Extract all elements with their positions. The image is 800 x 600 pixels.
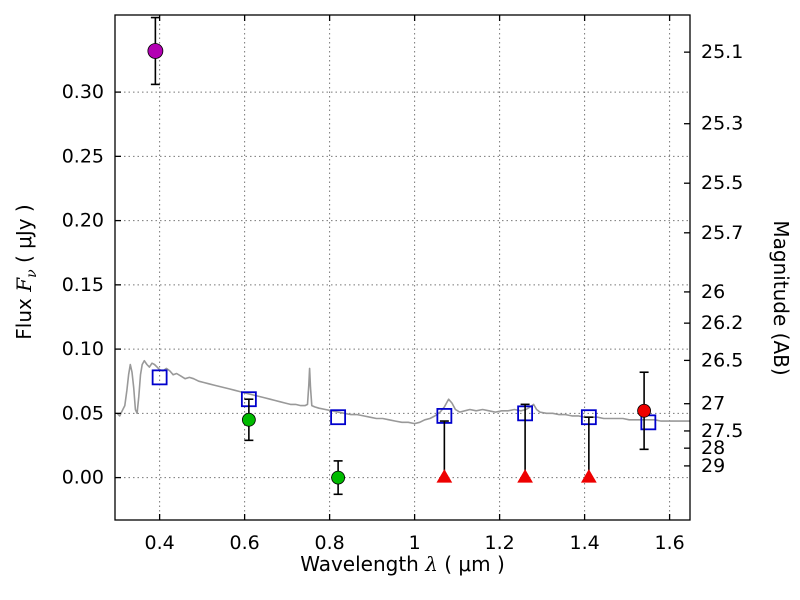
y-right-tick-label: 25.7 [701, 222, 743, 244]
y-left-tick-label: 0.30 [62, 81, 104, 103]
y-axis-label-right: Magnitude (AB) [769, 220, 793, 376]
y-left-tick-label: 0.05 [62, 402, 104, 424]
x-axis-label: Wavelength λ ( μm ) [115, 552, 690, 576]
y-axis-label-unit: ( μJy ) [12, 204, 37, 270]
y-left-tick-label: 0.10 [62, 338, 104, 360]
grid [115, 15, 690, 520]
x-tick-label: 1.2 [484, 532, 514, 554]
y-right-tick-label: 26.5 [701, 349, 743, 371]
x-tick-label: 0.8 [315, 532, 345, 554]
y-left-tick-label: 0.25 [62, 145, 104, 167]
lambda-symbol: λ [425, 552, 438, 576]
y-right-tick-label: 25.5 [701, 172, 743, 194]
y-axis-label-text: Flux [12, 291, 37, 340]
model-photometry-squares [151, 369, 657, 431]
x-tick-label: 0.4 [145, 532, 175, 554]
y-right-tick-label: 27 [701, 393, 725, 415]
tick-labels: 0.4 0.6 0.8 1 1.2 1.4 1.6 0.00 0.05 0.10 0.15 0.20 0… [62, 41, 744, 554]
detections-optical [241, 398, 346, 496]
upper-limits-nir [436, 403, 597, 483]
y-left-tick-label: 0.15 [62, 274, 104, 296]
x-tick-label: 1.6 [654, 532, 684, 554]
y-left-tick-label: 0.00 [62, 467, 104, 489]
detection-red [637, 371, 652, 451]
axes-frame [114, 14, 691, 521]
nu-subscript: ν [23, 269, 40, 278]
y-left-tick-label: 0.20 [62, 210, 104, 232]
x-tick-label: 0.6 [230, 532, 260, 554]
y-right-tick-label: 25.1 [701, 41, 743, 63]
y-right-tick-label: 25.3 [701, 113, 743, 135]
x-axis-label-unit: ( μm ) [437, 552, 505, 576]
detection-u-band [147, 16, 164, 86]
flux-symbol: F [12, 277, 37, 292]
y-right-tick-label: 29 [701, 455, 725, 477]
y-right-tick-label: 27.5 [701, 420, 743, 442]
model-spectrum [116, 359, 690, 425]
x-tick-label: 1.4 [569, 532, 599, 554]
x-tick-label: 1 [409, 532, 421, 554]
y-right-tick-label: 26 [701, 281, 725, 303]
x-axis-label-text: Wavelength [300, 552, 426, 576]
y-axis-label-left: Flux Fν ( μJy ) [12, 204, 40, 339]
y-right-tick-label: 28 [701, 437, 725, 459]
y-right-tick-label: 26.2 [701, 312, 743, 334]
